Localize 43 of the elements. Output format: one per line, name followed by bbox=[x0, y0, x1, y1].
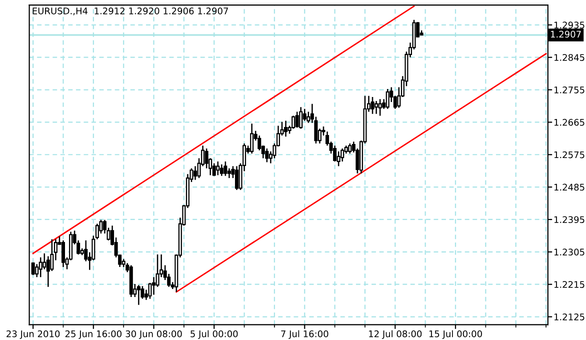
candlestick bbox=[250, 123, 254, 154]
candlestick bbox=[340, 148, 344, 162]
y-tick-label: 1.2665 bbox=[554, 118, 584, 126]
candlestick bbox=[216, 160, 220, 176]
x-tick-label: 5 Jul 00:00 bbox=[190, 330, 238, 339]
candlestick bbox=[284, 120, 288, 138]
y-tick-label: 1.2215 bbox=[554, 281, 584, 288]
candlestick bbox=[333, 145, 337, 162]
candlestick bbox=[374, 100, 378, 115]
candlestick bbox=[292, 115, 296, 130]
y-tick-label: 1.2125 bbox=[554, 314, 584, 320]
y-tick-label: 1.2755 bbox=[554, 86, 584, 94]
chart-title: EURUSD.,H4 1.2912 1.2920 1.2906 1.2907 bbox=[32, 7, 228, 16]
candlestick bbox=[220, 164, 224, 177]
x-tick-label: 25 Jun 16:00 bbox=[65, 330, 122, 339]
candlestick bbox=[136, 284, 140, 306]
candlestick bbox=[378, 98, 382, 116]
x-tick-label: 30 Jun 08:00 bbox=[126, 330, 182, 339]
x-tick-label: 12 Jul 08:00 bbox=[369, 330, 422, 339]
candlestick bbox=[348, 142, 352, 154]
y-tick-label: 1.2305 bbox=[554, 248, 584, 256]
y-tick-label: 1.2575 bbox=[554, 151, 584, 158]
candlestick bbox=[61, 240, 66, 268]
candlestick bbox=[227, 168, 231, 179]
candlestick bbox=[295, 111, 299, 128]
x-tick-label: 23 Jun 2010 bbox=[6, 330, 60, 339]
candlestick bbox=[265, 148, 269, 163]
y-tick-label: 1.2845 bbox=[554, 54, 584, 61]
y-tick-label: 1.2485 bbox=[554, 184, 584, 191]
candlestick bbox=[386, 88, 390, 110]
candlestick bbox=[193, 166, 198, 180]
candlestick bbox=[234, 166, 239, 191]
y-tick-label: 1.2395 bbox=[554, 216, 584, 224]
candlestick bbox=[42, 252, 46, 270]
candlestick bbox=[38, 256, 42, 278]
candlestick bbox=[152, 276, 156, 296]
candlestick bbox=[224, 160, 228, 177]
ref-line-label: 1.2907 bbox=[550, 30, 581, 38]
candlestick bbox=[370, 96, 374, 115]
x-tick-label: 7 Jul 16:00 bbox=[281, 330, 328, 339]
y-tick-label: 1.2935 bbox=[554, 22, 584, 28]
candlestick bbox=[299, 106, 303, 130]
x-tick-label: 15 Jul 00:00 bbox=[429, 330, 482, 339]
